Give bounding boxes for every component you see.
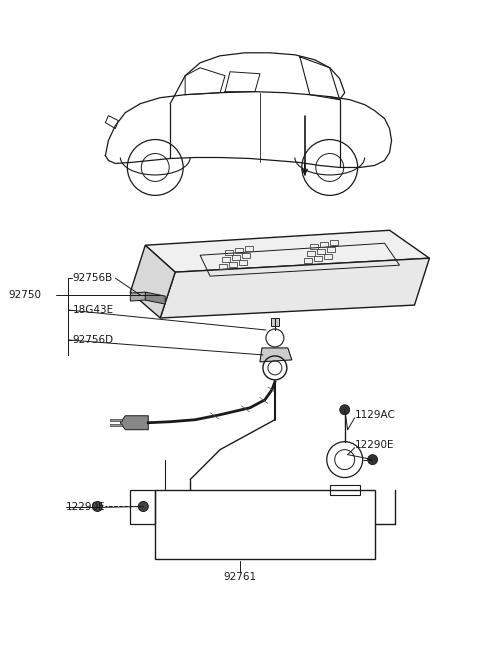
Bar (304, 258, 312, 263)
Bar (242, 253, 250, 258)
Bar (320, 242, 328, 247)
Polygon shape (120, 416, 148, 430)
Polygon shape (130, 245, 175, 318)
Bar (330, 485, 360, 495)
Bar (310, 244, 318, 249)
Text: 92750: 92750 (9, 290, 42, 300)
Text: 12290E: 12290E (65, 503, 105, 512)
Bar (229, 262, 237, 267)
Text: 12290E: 12290E (355, 440, 394, 449)
Polygon shape (130, 292, 145, 301)
Bar (330, 240, 338, 245)
Bar (324, 254, 332, 260)
Bar (232, 255, 240, 260)
Bar (222, 257, 230, 262)
Circle shape (368, 455, 378, 464)
Bar (110, 419, 122, 420)
Polygon shape (160, 258, 430, 318)
Circle shape (93, 501, 102, 511)
Bar (245, 246, 253, 251)
Polygon shape (145, 231, 430, 272)
Bar (155, 489, 374, 559)
Bar (307, 251, 315, 256)
Circle shape (138, 501, 148, 511)
Bar (317, 249, 325, 254)
Text: 92756B: 92756B (72, 273, 113, 283)
Bar (314, 256, 322, 261)
Circle shape (340, 405, 350, 415)
Text: 92756D: 92756D (72, 335, 114, 345)
Bar (327, 247, 335, 252)
Text: 92761: 92761 (223, 572, 257, 582)
Bar (225, 250, 233, 255)
Text: 18G43E: 18G43E (72, 305, 114, 315)
Text: 1129AC: 1129AC (355, 410, 396, 420)
Bar (271, 318, 279, 326)
Polygon shape (260, 348, 292, 362)
Bar (239, 260, 247, 265)
Bar (110, 424, 122, 426)
Bar (235, 248, 243, 253)
Polygon shape (145, 292, 165, 304)
Bar (219, 264, 227, 269)
